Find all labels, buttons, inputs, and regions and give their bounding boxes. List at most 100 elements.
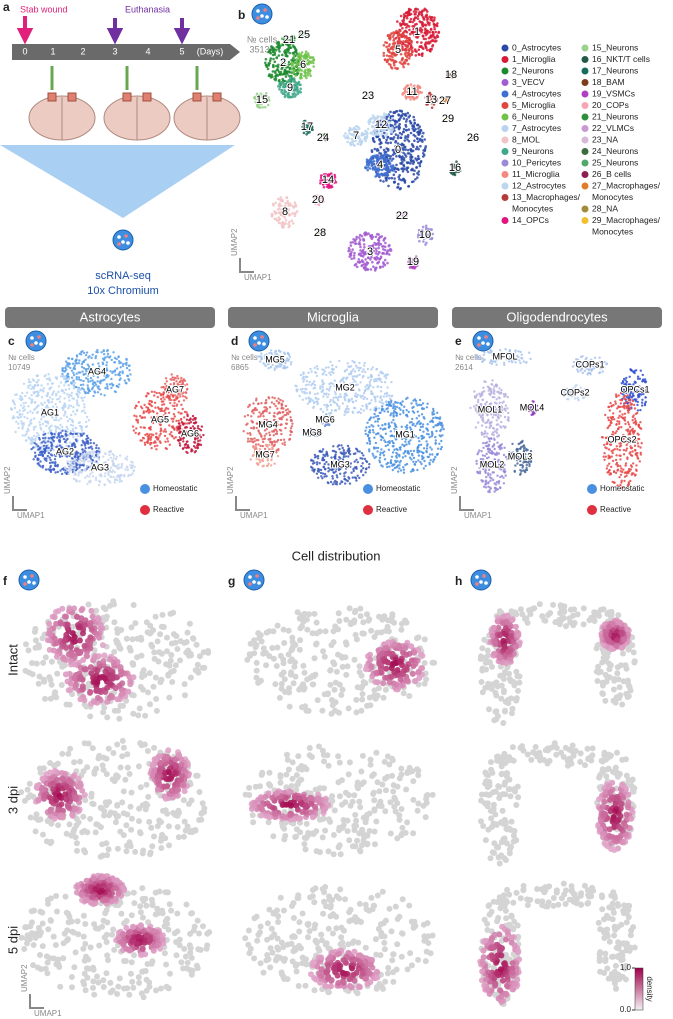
cell-dot <box>283 89 286 92</box>
cell-dot <box>350 137 354 141</box>
cell-dot <box>425 13 429 17</box>
cell-dot <box>378 139 382 142</box>
cell-dot <box>391 53 395 56</box>
cell-dot <box>439 416 442 419</box>
cell-dot <box>33 401 37 404</box>
cell-dot <box>425 406 429 409</box>
cell-dot <box>388 243 391 247</box>
cell-dot <box>430 435 433 438</box>
cell-dot <box>390 124 394 127</box>
cell-dot <box>363 253 366 256</box>
cell-dot <box>339 395 343 399</box>
cell-dot <box>29 442 32 445</box>
cell-dot <box>358 373 361 376</box>
cell-dot <box>393 448 396 451</box>
cell-dot <box>287 70 291 73</box>
cell-dot <box>354 242 358 245</box>
cell-dot <box>392 111 396 114</box>
cell-dot <box>11 400 15 403</box>
cell-dot <box>304 375 307 378</box>
cell-dot <box>258 411 261 414</box>
cell-dot <box>388 253 391 256</box>
cell-dot <box>50 447 53 450</box>
cell-dot <box>301 387 304 391</box>
cell-dot <box>364 132 367 136</box>
cell-dot <box>123 474 126 477</box>
cell-dot <box>185 418 189 421</box>
cell-dot <box>387 62 391 66</box>
cell-dot <box>353 251 356 255</box>
cell-dot <box>157 407 161 410</box>
cell-dot <box>272 434 275 437</box>
cell-dot <box>40 402 43 405</box>
cell-dot <box>287 204 291 207</box>
cell-dot <box>18 412 22 416</box>
cell-dot <box>423 7 427 11</box>
cell-dot <box>75 432 78 435</box>
cell-dot <box>422 451 425 455</box>
legend-swatch <box>581 90 589 98</box>
cell-dot <box>94 478 98 482</box>
cell-dot <box>310 370 313 373</box>
cell-dot <box>70 404 73 407</box>
cell-dot <box>369 378 373 381</box>
cell-dot <box>145 432 149 436</box>
cell-dot <box>383 172 386 175</box>
cell-dot <box>356 411 359 414</box>
cell-dot <box>392 31 395 34</box>
cell-dot <box>405 168 409 172</box>
cell-dot <box>21 425 24 428</box>
cell-dot <box>394 151 397 155</box>
cell-dot <box>171 435 174 438</box>
cell-dot <box>273 440 276 443</box>
subcluster-label: AG1 <box>41 407 59 417</box>
legend-swatch <box>140 505 150 515</box>
cell-dot <box>397 113 400 116</box>
cell-dot <box>412 145 415 148</box>
cell-dot <box>65 360 68 363</box>
cell-dot <box>407 53 410 57</box>
cell-dot <box>57 390 60 394</box>
cell-dot <box>66 378 69 381</box>
cell-dot <box>309 400 312 403</box>
cell-dot <box>370 399 373 402</box>
cell-dot <box>183 410 187 414</box>
cell-dot <box>286 202 290 205</box>
cell-dot <box>395 43 399 47</box>
cell-dot <box>45 420 48 424</box>
cell-dot <box>418 33 422 36</box>
cell-dot <box>180 421 184 424</box>
cell-dot <box>293 201 297 204</box>
cell-dot <box>91 353 94 356</box>
cell-dot <box>392 403 395 406</box>
cell-dot <box>404 440 407 443</box>
cell-dot <box>378 151 381 155</box>
cell-dot <box>377 244 381 247</box>
cell-dot <box>408 421 412 424</box>
cell-dot <box>299 75 302 79</box>
cell-dot <box>392 411 395 415</box>
cell-dot <box>59 375 63 378</box>
cell-dot <box>426 423 429 426</box>
cell-dot <box>387 54 391 58</box>
cell-dot <box>404 455 407 458</box>
cell-dot <box>397 126 401 130</box>
cell-dot <box>108 479 111 483</box>
cell-dot <box>35 411 39 415</box>
cell-dot <box>262 440 265 444</box>
cell-dot <box>432 39 435 43</box>
cell-dot <box>377 130 381 133</box>
cell-dot <box>404 136 407 140</box>
cell-dot <box>106 348 109 352</box>
cell-dot <box>42 387 45 390</box>
cell-dot <box>421 34 425 38</box>
cell-dot <box>411 149 415 153</box>
cell-dot <box>439 435 442 438</box>
cell-dot <box>191 449 194 452</box>
cell-dot <box>374 267 377 271</box>
cell-dot <box>81 448 84 451</box>
cell-dot <box>391 137 395 141</box>
cell-dot <box>371 235 375 239</box>
cell-dot <box>282 410 285 414</box>
cell-dot <box>430 98 434 101</box>
